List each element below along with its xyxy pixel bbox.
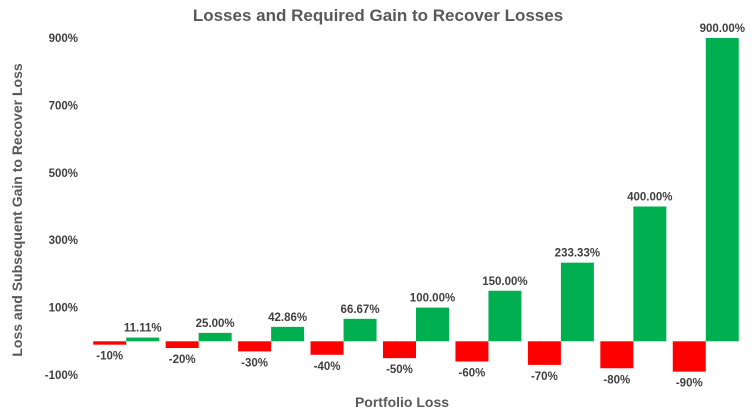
loss-bar [383, 341, 416, 359]
loss-data-label: -10% [96, 351, 123, 363]
gain-bar [271, 326, 305, 342]
loss-bar [165, 341, 199, 349]
loss-bar [238, 341, 272, 352]
gain-bar [126, 337, 160, 342]
gain-data-label: 900.00% [700, 23, 745, 35]
x-axis-label: Portfolio Loss [355, 394, 449, 410]
y-tick-label: 700% [49, 100, 78, 112]
loss-bar [527, 341, 561, 365]
gain-data-label: 233.33% [555, 248, 600, 260]
gain-data-label: 66.67% [341, 304, 380, 316]
y-tick-label: -100% [45, 370, 78, 382]
loss-bar [600, 341, 634, 369]
loss-data-label: -30% [241, 357, 268, 369]
gain-bar [705, 38, 739, 342]
gain-bar [198, 332, 232, 342]
y-tick-label: 300% [49, 235, 78, 247]
loss-data-label: -60% [459, 368, 486, 380]
gain-bar [416, 307, 449, 342]
loss-data-label: -50% [386, 364, 413, 376]
gain-data-label: 11.11% [124, 323, 162, 335]
bars-group [93, 38, 739, 372]
gain-data-label: 400.00% [627, 192, 672, 204]
loss-bar [672, 341, 706, 372]
gain-bar [488, 290, 522, 342]
chart-title: Losses and Required Gain to Recover Loss… [193, 6, 563, 25]
data-labels-group: -10% 11.11% -20% 25.00% -30% 42.86% -40% 66.67%… [96, 23, 745, 390]
gain-bar [560, 262, 594, 342]
gain-data-label: 42.86% [268, 312, 307, 324]
loss-bar [93, 341, 127, 345]
loss-data-label: -80% [603, 374, 630, 386]
y-axis-label: Loss and Subsequent Gain to Recover Loss [9, 63, 25, 356]
y-axis-ticks: -100% 100% 300% 500% 700% 900% [45, 33, 78, 382]
loss-data-label: -70% [531, 371, 558, 383]
loss-bar [310, 341, 344, 355]
gain-data-label: 150.00% [482, 276, 527, 288]
y-tick-label: 100% [49, 303, 78, 315]
y-tick-label: 900% [49, 33, 78, 45]
loss-bar [455, 341, 489, 362]
y-tick-label: 500% [49, 168, 78, 180]
gain-data-label: 25.00% [196, 318, 235, 330]
loss-data-label: -90% [676, 378, 703, 390]
loss-data-label: -20% [169, 354, 196, 366]
gain-bar [633, 206, 667, 342]
gain-data-label: 100.00% [410, 293, 455, 305]
loss-data-label: -40% [314, 361, 341, 373]
gain-bar [343, 318, 377, 342]
